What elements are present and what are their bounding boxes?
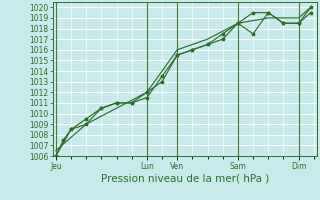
- X-axis label: Pression niveau de la mer( hPa ): Pression niveau de la mer( hPa ): [101, 173, 269, 183]
